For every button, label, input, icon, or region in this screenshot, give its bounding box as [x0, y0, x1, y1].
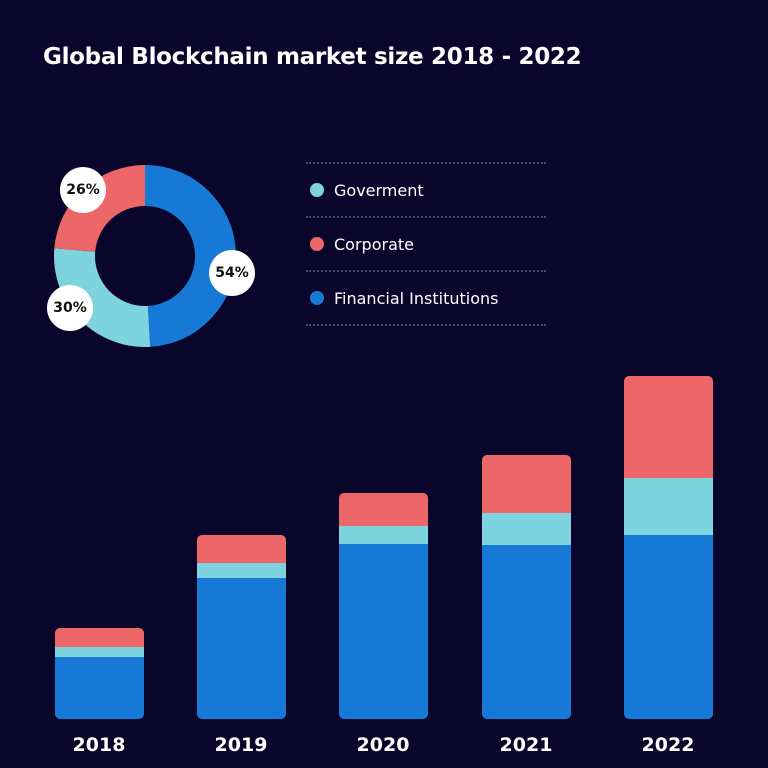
bar-2022-goverment — [624, 478, 713, 535]
legend-dot — [310, 291, 324, 305]
x-tick-label: 2019 — [214, 734, 268, 756]
pie-label-financial: 54% — [209, 250, 255, 296]
bar-2022-corporate — [624, 376, 713, 478]
bar-2022-financial-institutions — [624, 535, 713, 719]
donut-slice-financial-institutions — [145, 165, 237, 347]
donut-slice-corporate — [54, 165, 145, 252]
bar-2021-corporate — [482, 455, 571, 513]
x-tick-label: 2018 — [72, 734, 126, 756]
x-tick-label: 2022 — [641, 734, 695, 756]
legend-divider — [306, 216, 546, 218]
legend-divider — [306, 324, 546, 326]
legend-dot — [310, 237, 324, 251]
bar-2019-financial-institutions — [197, 578, 286, 719]
pie-label-goverment: 30% — [47, 285, 93, 331]
bar-2019-goverment — [197, 563, 286, 578]
legend-item-corporate: Corporate — [306, 218, 546, 270]
legend-dot — [310, 183, 324, 197]
bar-2019-corporate — [197, 535, 286, 563]
bar-2018-financial-institutions — [55, 657, 144, 719]
bar-2020-corporate — [339, 493, 428, 526]
bar-2020-goverment — [339, 526, 428, 544]
bar-2021-goverment — [482, 513, 571, 545]
bar-2018-corporate — [55, 628, 144, 647]
bar-2021-financial-institutions — [482, 545, 571, 719]
bar-2020-financial-institutions — [339, 544, 428, 719]
legend-label: Goverment — [334, 180, 424, 200]
pie-label-corporate: 26% — [60, 167, 106, 213]
legend-item-financial: Financial Institutions — [306, 272, 546, 324]
legend-divider — [306, 162, 546, 164]
bar-2018-goverment — [55, 647, 144, 657]
donut-slice-goverment — [53, 248, 151, 347]
legend-label: Financial Institutions — [334, 288, 499, 308]
legend-divider — [306, 270, 546, 272]
legend: Goverment Corporate Financial Institutio… — [306, 162, 546, 326]
x-tick-label: 2020 — [356, 734, 410, 756]
legend-item-goverment: Goverment — [306, 164, 546, 216]
legend-label: Corporate — [334, 234, 414, 254]
chart-title: Global Blockchain market size 2018 - 202… — [43, 44, 582, 70]
x-tick-label: 2021 — [499, 734, 553, 756]
